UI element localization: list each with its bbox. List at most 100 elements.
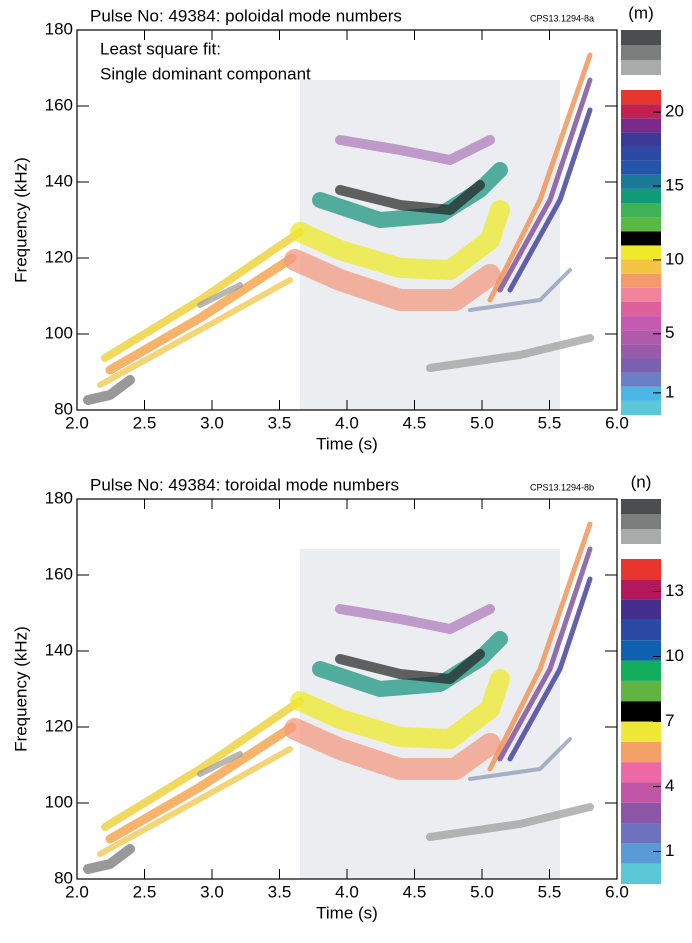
colorbar-grey — [621, 499, 661, 514]
y-tick-label: 80 — [54, 399, 73, 418]
colorbar-segment — [621, 330, 661, 345]
colorbar-segment — [621, 188, 661, 204]
x-tick-label: 3.0 — [200, 413, 224, 432]
colorbar-grey — [621, 60, 661, 75]
colorbar-tick-label: 15 — [665, 176, 684, 195]
colorbar-grey — [621, 45, 661, 60]
colorbar-segment — [621, 132, 661, 147]
chart-title: Pulse No: 49384: poloidal mode numbers — [90, 6, 402, 25]
y-axis-label: Frequency (kHz) — [11, 626, 30, 752]
colorbar-segment — [621, 640, 661, 661]
colorbar-segment — [621, 400, 661, 415]
colorbar-segment — [621, 863, 661, 884]
colorbar-segment — [621, 104, 661, 119]
spectrogram-image — [88, 524, 590, 879]
colorbar-segment — [621, 386, 661, 401]
colorbar-tick-label: 1 — [665, 841, 674, 860]
colorbar-segment — [621, 843, 661, 864]
colorbar-segment — [621, 217, 661, 232]
y-tick-label: 140 — [45, 640, 73, 659]
colorbar-segment — [621, 721, 661, 742]
colorbar-segment — [621, 741, 661, 763]
colorbar-segment — [621, 372, 661, 387]
colorbar-tick-label: 7 — [665, 711, 674, 730]
x-axis-label: Time (s) — [316, 434, 378, 453]
x-tick-label: 6.0 — [605, 413, 629, 432]
x-tick-label: 4.0 — [335, 882, 359, 901]
colorbar-segment — [621, 174, 661, 189]
spectrogram-image — [88, 55, 590, 410]
y-axis-label: Frequency (kHz) — [11, 157, 30, 283]
colorbar-segment — [621, 599, 661, 620]
colorbar-segment — [621, 259, 661, 274]
y-tick-label: 100 — [45, 323, 73, 342]
annotation: Single dominant componant — [100, 64, 311, 83]
x-tick-label: 2.0 — [65, 882, 89, 901]
colorbar-segment — [621, 619, 661, 641]
colorbar-segment — [621, 559, 661, 580]
colorbar-segment — [621, 823, 661, 844]
y-tick-label: 180 — [45, 19, 73, 38]
x-tick-label: 5.0 — [470, 882, 494, 901]
colorbar-tick-label: 1 — [665, 382, 674, 401]
colorbar-segment — [621, 231, 661, 246]
annotation: Least square fit: — [100, 39, 221, 58]
figure-code: CPS13.1294-8a — [530, 13, 594, 23]
y-tick-label: 120 — [45, 716, 73, 735]
colorbar-label: (n) — [631, 472, 652, 491]
colorbar-segment — [621, 146, 661, 161]
colorbar-segment — [621, 660, 661, 681]
colorbar-tick-label: 4 — [665, 776, 674, 795]
y-tick-label: 120 — [45, 247, 73, 266]
colorbar-segment — [621, 316, 661, 331]
y-tick-label: 160 — [45, 95, 73, 114]
colorbar-segment — [621, 273, 661, 288]
y-tick-label: 160 — [45, 564, 73, 583]
colorbar-segment — [621, 802, 661, 824]
y-tick-label: 100 — [45, 792, 73, 811]
x-tick-label: 3.5 — [268, 413, 292, 432]
colorbar-segment — [621, 680, 661, 702]
colorbar-segment — [621, 90, 661, 105]
x-tick-label: 2.5 — [133, 413, 157, 432]
x-tick-label: 5.0 — [470, 413, 494, 432]
x-tick-label: 4.5 — [403, 882, 427, 901]
figure-code: CPS13.1294-8b — [530, 482, 594, 492]
y-tick-label: 80 — [54, 868, 73, 887]
colorbar-tick-label: 10 — [665, 249, 684, 268]
x-tick-label: 3.5 — [268, 882, 292, 901]
colorbar-tick-label: 13 — [665, 581, 684, 600]
colorbar-tick-label: 5 — [665, 323, 674, 342]
colorbar-segment — [621, 762, 661, 783]
x-tick-label: 2.5 — [133, 882, 157, 901]
colorbar-label: (m) — [628, 3, 653, 22]
colorbar-grey — [621, 529, 661, 544]
colorbar-segment — [621, 287, 661, 302]
x-axis-label: Time (s) — [316, 903, 378, 922]
colorbar-segment — [621, 118, 661, 133]
x-tick-label: 6.0 — [605, 882, 629, 901]
colorbar-segment — [621, 160, 661, 175]
x-tick-label: 4.5 — [403, 413, 427, 432]
x-tick-label: 2.0 — [65, 413, 89, 432]
x-tick-label: 5.5 — [538, 413, 562, 432]
colorbar-tick-label: 10 — [665, 646, 684, 665]
colorbar-grey — [621, 514, 661, 529]
colorbar-segment — [621, 344, 661, 359]
colorbar-segment — [621, 701, 661, 722]
colorbar-grey — [621, 30, 661, 45]
x-tick-label: 5.5 — [538, 882, 562, 901]
colorbar-segment — [621, 245, 661, 260]
colorbar-segment — [621, 358, 661, 373]
colorbar-tick-label: 20 — [665, 102, 684, 121]
x-tick-label: 4.0 — [335, 413, 359, 432]
colorbar-segment — [621, 782, 661, 803]
chart-title: Pulse No: 49384: toroidal mode numbers — [90, 475, 399, 494]
colorbar-segment — [621, 301, 661, 317]
x-tick-label: 3.0 — [200, 882, 224, 901]
colorbar-segment — [621, 579, 661, 600]
y-tick-label: 140 — [45, 171, 73, 190]
colorbar-segment — [621, 203, 661, 218]
y-tick-label: 180 — [45, 488, 73, 507]
